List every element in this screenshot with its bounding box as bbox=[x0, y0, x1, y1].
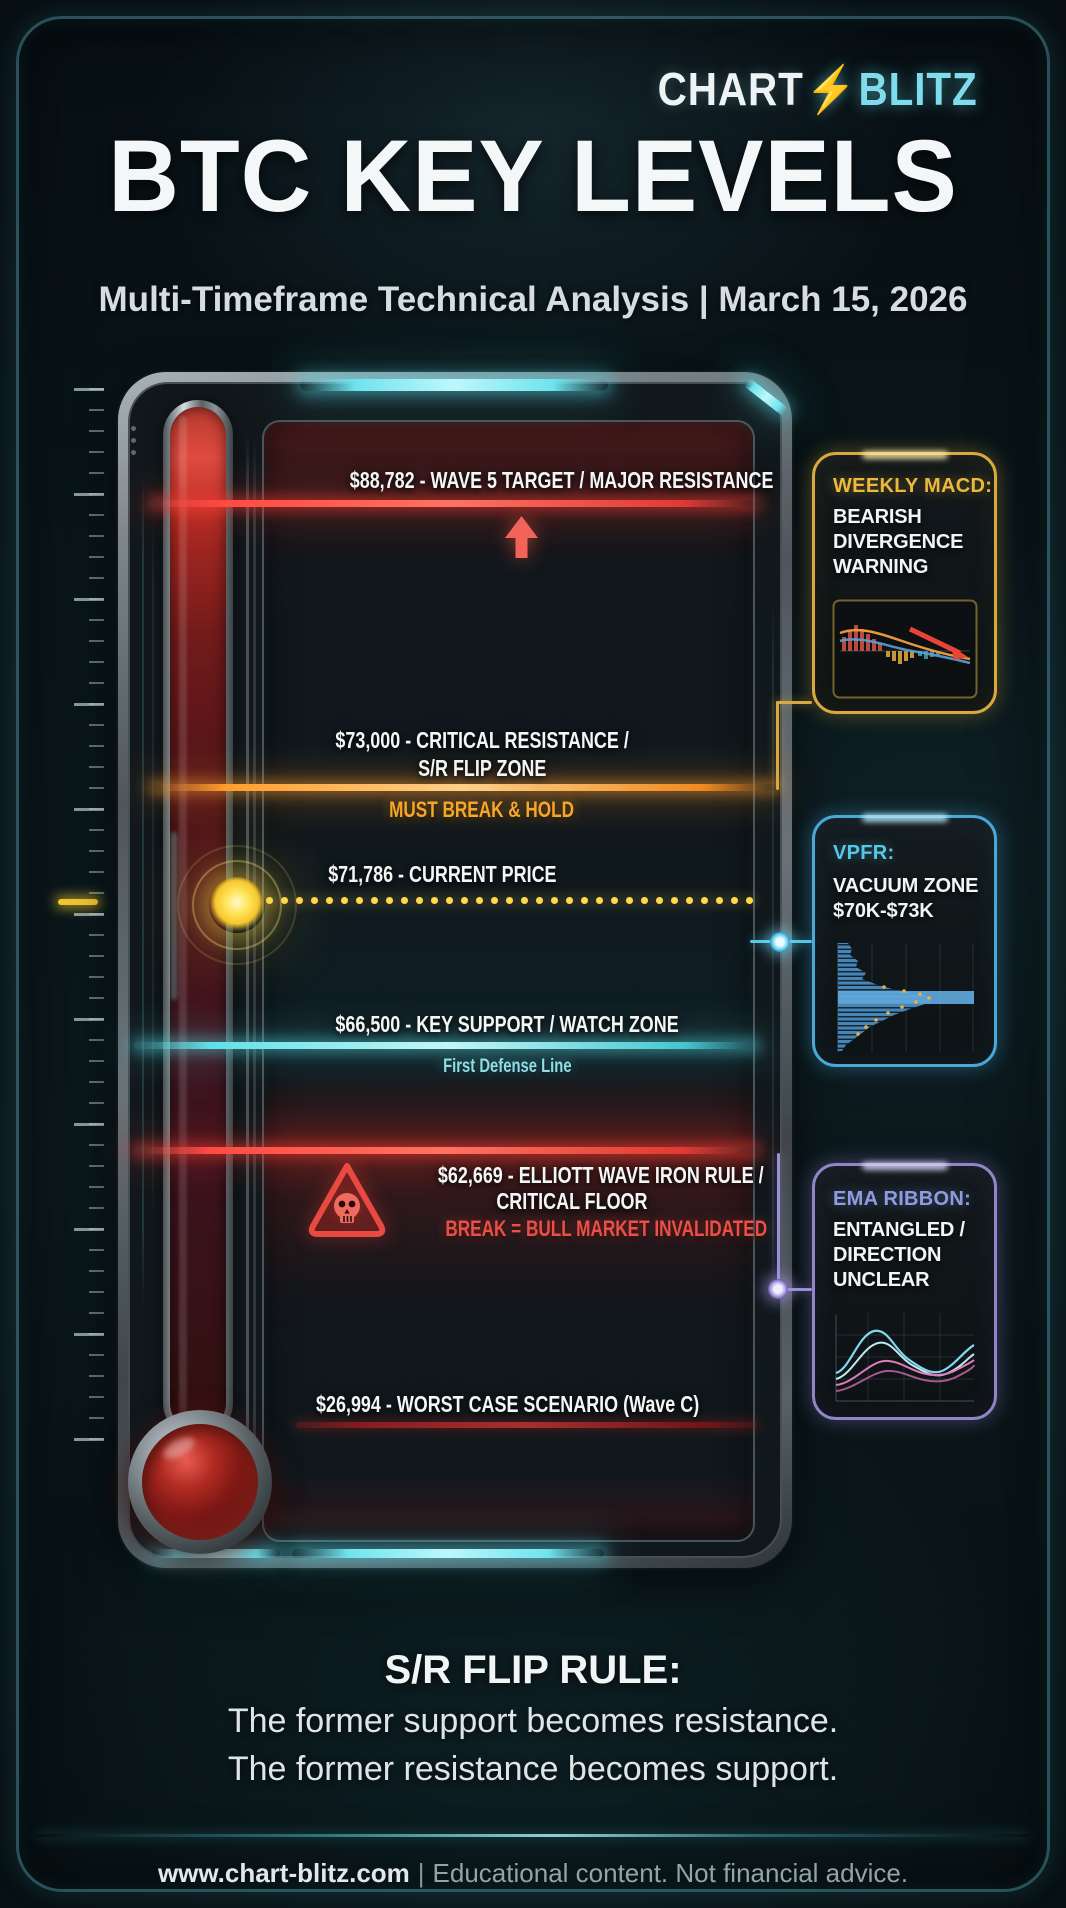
bezel-rail bbox=[253, 436, 256, 1532]
level-row-62669: $62,669 - ELLIOTT WAVE IRON RULE / CRITI… bbox=[392, 1162, 764, 1214]
bezel-rail bbox=[246, 436, 249, 1532]
connector-ema-node bbox=[768, 1279, 788, 1299]
brand-chart-text: CHART bbox=[658, 63, 805, 115]
level-label-line2: CRITICAL FLOOR bbox=[496, 1188, 648, 1214]
panel-title: EMA RIBBON: bbox=[833, 1188, 972, 1210]
price-ruler bbox=[66, 388, 106, 1444]
page-subtitle: Multi-Timeframe Technical Analysis | Mar… bbox=[98, 280, 968, 319]
panel-title: WEEKLY MACD: bbox=[833, 475, 993, 497]
panel-vpfr: VPFR: VACUUM ZONE $70K-$73K bbox=[812, 815, 997, 1067]
level-line-73000 bbox=[150, 784, 778, 791]
footer-divider bbox=[36, 1834, 1030, 1837]
vent-dot bbox=[131, 426, 136, 431]
level-line-62669 bbox=[134, 1147, 758, 1154]
vent-dot bbox=[131, 450, 136, 455]
device-screen bbox=[262, 420, 755, 1542]
level-label: $88,782 - WAVE 5 TARGET / MAJOR RESISTAN… bbox=[349, 467, 774, 493]
lightning-bolt-icon: ⚡ bbox=[805, 63, 858, 115]
brand-logo: CHART⚡BLITZ bbox=[658, 62, 978, 117]
thermometer-bulb-liquid bbox=[142, 1424, 258, 1540]
circuit-trace bbox=[142, 470, 144, 1310]
macd-mini-chart bbox=[832, 599, 978, 699]
level-label: $66,500 - KEY SUPPORT / WATCH ZONE bbox=[335, 1011, 679, 1037]
level-sublabel-73000: MUST BREAK & HOLD bbox=[389, 797, 575, 822]
level-line-88782 bbox=[150, 500, 757, 507]
level-label-line2: S/R FLIP ZONE bbox=[417, 755, 547, 781]
footer-disclaimer: Educational content. Not financial advic… bbox=[432, 1858, 909, 1888]
current-price-ruler-marker bbox=[58, 899, 98, 905]
vpfr-mini-chart bbox=[837, 943, 974, 1052]
page-title: BTC KEY LEVELS bbox=[108, 119, 958, 233]
thermometer-cyan-reflection bbox=[171, 832, 177, 1000]
panel-body: BEARISH DIVERGENCE WARNING bbox=[833, 506, 964, 578]
footer: www.chart-blitz.com | Educational content.… bbox=[0, 1858, 1066, 1889]
device-glow-bar-top bbox=[300, 379, 608, 391]
panel-body: ENTANGLED / DIRECTION UNCLEAR bbox=[833, 1219, 965, 1291]
level-row-88782: $88,782 - WAVE 5 TARGET / MAJOR RESISTAN… bbox=[290, 466, 774, 494]
connector-macd-vertical bbox=[776, 701, 779, 790]
level-label-line1: $73,000 - CRITICAL RESISTANCE / bbox=[335, 727, 629, 753]
vent-dot bbox=[131, 438, 136, 443]
level-row-73000: $73,000 - CRITICAL RESISTANCE / S/R FLIP… bbox=[262, 726, 702, 782]
panel-ema-ribbon: EMA RIBBON: ENTANGLED / DIRECTION UNCLEA… bbox=[812, 1163, 997, 1420]
panel-body: VACUUM ZONE $70K-$73K bbox=[833, 875, 979, 922]
thermometer-bulb bbox=[128, 1410, 272, 1554]
skull-warning-icon bbox=[308, 1163, 386, 1237]
up-arrow-icon bbox=[505, 516, 538, 558]
level-line-66500 bbox=[134, 1042, 758, 1049]
flip-rule-line2: The former resistance becomes support. bbox=[227, 1750, 839, 1788]
flip-rule-line1: The former support becomes resistance. bbox=[227, 1702, 839, 1740]
level-row-66500: $66,500 - KEY SUPPORT / WATCH ZONE bbox=[262, 1010, 752, 1038]
connector-ema-vertical bbox=[777, 1153, 780, 1290]
footer-site-url: www.chart-blitz.com bbox=[157, 1858, 410, 1888]
current-price-marker bbox=[177, 845, 297, 965]
ema-mini-chart bbox=[835, 1313, 975, 1402]
level-label: $26,994 - WORST CASE SCENARIO (Wave C) bbox=[316, 1391, 700, 1417]
level-label-line1: $62,669 - ELLIOTT WAVE IRON RULE / bbox=[437, 1162, 764, 1188]
ruler-major-ticks bbox=[74, 388, 104, 1444]
device-glow-bar-bottom-right bbox=[292, 1549, 604, 1558]
brand-blitz-text: BLITZ bbox=[858, 63, 978, 115]
level-label: $71,786 - CURRENT PRICE bbox=[327, 861, 557, 887]
level-line-26994 bbox=[296, 1422, 757, 1428]
level-row-71786: $71,786 - CURRENT PRICE bbox=[262, 860, 622, 888]
outer-frame bbox=[16, 16, 1050, 1892]
flip-rule-heading: S/R FLIP RULE: bbox=[384, 1648, 682, 1692]
level-row-26994: $26,994 - WORST CASE SCENARIO (Wave C) bbox=[262, 1390, 752, 1418]
connector-ema-horizontal bbox=[777, 1288, 812, 1291]
connector-macd-horizontal bbox=[776, 701, 812, 704]
device-glow-bar-bottom-left bbox=[152, 1549, 280, 1558]
footer-separator: | bbox=[417, 1858, 425, 1888]
panel-weekly-macd: WEEKLY MACD: BEARISH DIVERGENCE WARNING bbox=[812, 452, 997, 714]
level-sublabel-66500: First Defense Line bbox=[442, 1056, 572, 1077]
connector-vpfr-node bbox=[770, 932, 790, 952]
level-sublabel-62669: BREAK = BULL MARKET INVALIDATED bbox=[445, 1216, 768, 1241]
level-line-71786-current bbox=[232, 896, 758, 905]
panel-title: VPFR: bbox=[833, 842, 895, 864]
circuit-trace bbox=[152, 520, 154, 1220]
